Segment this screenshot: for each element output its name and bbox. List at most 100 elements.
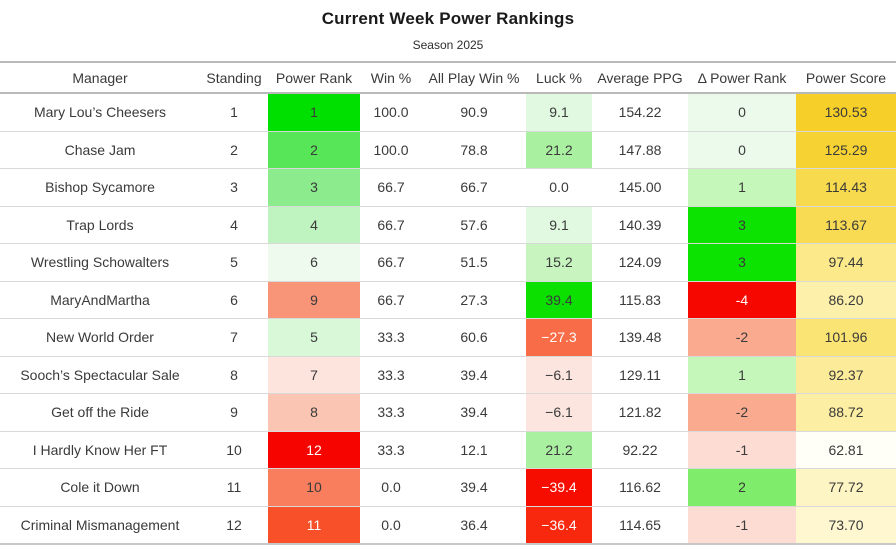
cell-power_rank: 1 bbox=[268, 93, 360, 132]
column-header-win_pct: Win % bbox=[360, 61, 422, 94]
cell-win_pct: 33.3 bbox=[360, 356, 422, 394]
table-row: I Hardly Know Her FT 10 12 33.3 12.1 21.2 92.2… bbox=[0, 431, 896, 469]
cell-standing: 7 bbox=[200, 318, 268, 357]
column-header-power_rank: Power Rank bbox=[268, 61, 360, 94]
cell-luck: 0.0 bbox=[526, 168, 592, 207]
cell-standing: 10 bbox=[200, 431, 268, 469]
cell-manager: I Hardly Know Her FT bbox=[0, 431, 200, 469]
cell-win_pct: 66.7 bbox=[360, 281, 422, 319]
table-row: Get off the Ride 9 8 33.3 39.4 −6.1 121.82 -2 88… bbox=[0, 393, 896, 432]
cell-manager: Criminal Mismanagement bbox=[0, 506, 200, 545]
cell-delta: 1 bbox=[688, 168, 796, 207]
cell-delta: 0 bbox=[688, 131, 796, 169]
cell-win_pct: 66.7 bbox=[360, 168, 422, 207]
column-header-standing: Standing bbox=[200, 61, 268, 94]
cell-power_rank: 10 bbox=[268, 468, 360, 507]
table-row: New World Order 7 5 33.3 60.6 −27.3 139.48 -2 10… bbox=[0, 318, 896, 357]
page-subtitle: Season 2025 bbox=[412, 38, 484, 52]
cell-delta: -2 bbox=[688, 318, 796, 357]
column-header-all_play: All Play Win % bbox=[422, 61, 526, 94]
cell-score: 73.70 bbox=[796, 506, 896, 545]
table-row: Criminal Mismanagement 12 11 0.0 36.4 −36.4 11… bbox=[0, 506, 896, 545]
cell-standing: 12 bbox=[200, 506, 268, 545]
cell-manager: Sooch’s Spectacular Sale bbox=[0, 356, 200, 394]
cell-standing: 4 bbox=[200, 206, 268, 244]
cell-power_rank: 11 bbox=[268, 506, 360, 545]
cell-delta: 1 bbox=[688, 356, 796, 394]
cell-power_rank: 8 bbox=[268, 393, 360, 432]
cell-delta: 2 bbox=[688, 468, 796, 507]
cell-power_rank: 4 bbox=[268, 206, 360, 244]
cell-delta: 3 bbox=[688, 206, 796, 244]
table-row: Cole it Down 11 10 0.0 39.4 −39.4 116.62 2 77.72 bbox=[0, 468, 896, 507]
cell-score: 114.43 bbox=[796, 168, 896, 207]
cell-delta: -1 bbox=[688, 431, 796, 469]
cell-score: 101.96 bbox=[796, 318, 896, 357]
cell-avg_ppg: 129.11 bbox=[592, 356, 688, 394]
cell-all_play: 60.6 bbox=[422, 318, 526, 357]
cell-avg_ppg: 145.00 bbox=[592, 168, 688, 207]
cell-power_rank: 5 bbox=[268, 318, 360, 357]
cell-win_pct: 33.3 bbox=[360, 431, 422, 469]
cell-luck: −27.3 bbox=[526, 318, 592, 357]
cell-avg_ppg: 116.62 bbox=[592, 468, 688, 507]
cell-score: 125.29 bbox=[796, 131, 896, 169]
column-header-avg_ppg: Average PPG bbox=[592, 61, 688, 94]
cell-power_rank: 9 bbox=[268, 281, 360, 319]
cell-avg_ppg: 92.22 bbox=[592, 431, 688, 469]
cell-score: 130.53 bbox=[796, 93, 896, 132]
cell-avg_ppg: 147.88 bbox=[592, 131, 688, 169]
cell-luck: 39.4 bbox=[526, 281, 592, 319]
cell-standing: 2 bbox=[200, 131, 268, 169]
cell-avg_ppg: 139.48 bbox=[592, 318, 688, 357]
cell-manager: New World Order bbox=[0, 318, 200, 357]
cell-win_pct: 0.0 bbox=[360, 468, 422, 507]
cell-win_pct: 100.0 bbox=[360, 93, 422, 132]
page-title: Current Week Power Rankings bbox=[321, 9, 575, 28]
cell-power_rank: 7 bbox=[268, 356, 360, 394]
cell-win_pct: 33.3 bbox=[360, 318, 422, 357]
cell-standing: 5 bbox=[200, 243, 268, 282]
cell-score: 92.37 bbox=[796, 356, 896, 394]
cell-all_play: 39.4 bbox=[422, 468, 526, 507]
table-row: Chase Jam 2 2 100.0 78.8 21.2 147.88 0 125.29 bbox=[0, 131, 896, 169]
cell-avg_ppg: 154.22 bbox=[592, 93, 688, 132]
table-row: Bishop Sycamore 3 3 66.7 66.7 0.0 145.00 1 114.4… bbox=[0, 168, 896, 207]
cell-power_rank: 6 bbox=[268, 243, 360, 282]
table-row: Mary Lou’s Cheesers 1 1 100.0 90.9 9.1 154.22 0… bbox=[0, 93, 896, 132]
cell-score: 86.20 bbox=[796, 281, 896, 319]
cell-all_play: 51.5 bbox=[422, 243, 526, 282]
cell-all_play: 27.3 bbox=[422, 281, 526, 319]
table-row: Sooch’s Spectacular Sale 8 7 33.3 39.4 −6.1 12… bbox=[0, 356, 896, 394]
cell-luck: 15.2 bbox=[526, 243, 592, 282]
cell-delta: -1 bbox=[688, 506, 796, 545]
cell-luck: 9.1 bbox=[526, 93, 592, 132]
cell-standing: 1 bbox=[200, 93, 268, 132]
cell-win_pct: 66.7 bbox=[360, 206, 422, 244]
cell-standing: 3 bbox=[200, 168, 268, 207]
cell-manager: Wrestling Schowalters bbox=[0, 243, 200, 282]
cell-avg_ppg: 124.09 bbox=[592, 243, 688, 282]
cell-delta: -4 bbox=[688, 281, 796, 319]
table-row: Trap Lords 4 4 66.7 57.6 9.1 140.39 3 113.67 bbox=[0, 206, 896, 244]
column-header-score: Power Score bbox=[796, 61, 896, 94]
cell-manager: Chase Jam bbox=[0, 131, 200, 169]
cell-delta: 3 bbox=[688, 243, 796, 282]
cell-all_play: 36.4 bbox=[422, 506, 526, 545]
cell-all_play: 57.6 bbox=[422, 206, 526, 244]
cell-power_rank: 12 bbox=[268, 431, 360, 469]
column-header-manager: Manager bbox=[0, 61, 200, 94]
cell-luck: −36.4 bbox=[526, 506, 592, 545]
cell-all_play: 39.4 bbox=[422, 393, 526, 432]
cell-standing: 8 bbox=[200, 356, 268, 394]
cell-manager: Cole it Down bbox=[0, 468, 200, 507]
cell-manager: Trap Lords bbox=[0, 206, 200, 244]
cell-score: 62.81 bbox=[796, 431, 896, 469]
cell-win_pct: 100.0 bbox=[360, 131, 422, 169]
cell-avg_ppg: 140.39 bbox=[592, 206, 688, 244]
cell-luck: 21.2 bbox=[526, 431, 592, 469]
table-row: MaryAndMartha 6 9 66.7 27.3 39.4 115.83 -4 86.20 bbox=[0, 281, 896, 319]
cell-win_pct: 0.0 bbox=[360, 506, 422, 545]
cell-score: 97.44 bbox=[796, 243, 896, 282]
